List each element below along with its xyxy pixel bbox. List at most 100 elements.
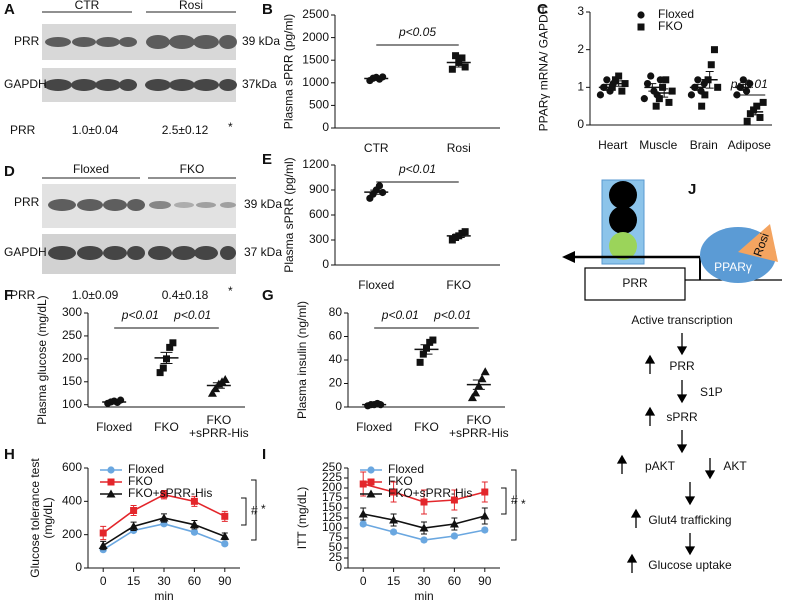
y-tick-label: 600 bbox=[62, 460, 82, 474]
legend-label: FKO bbox=[658, 19, 683, 33]
panel-label: G bbox=[262, 287, 274, 304]
error-bar bbox=[370, 189, 383, 195]
data-point bbox=[450, 496, 458, 504]
x-tick-label: FKO bbox=[446, 277, 472, 292]
data-point bbox=[156, 369, 164, 377]
data-point bbox=[759, 98, 767, 106]
bands bbox=[48, 199, 236, 211]
y-tick-label: 150 bbox=[62, 374, 82, 388]
data-point bbox=[687, 91, 696, 99]
arrowhead bbox=[562, 251, 575, 263]
y-tick-label: 0 bbox=[75, 560, 82, 574]
y-tick-label: 1500 bbox=[302, 52, 329, 66]
panel-label: B bbox=[262, 1, 273, 18]
y-tick-label: 200 bbox=[62, 527, 82, 541]
error-bar bbox=[212, 382, 225, 389]
panel-label: F bbox=[4, 287, 13, 304]
annotation: p<0.01 bbox=[730, 77, 768, 91]
data-point bbox=[190, 528, 198, 536]
data-point bbox=[221, 540, 229, 548]
y-axis-label-box: Glucose tolerance test (mg/dL) bbox=[28, 458, 55, 578]
x-tick-label: 30 bbox=[157, 573, 171, 588]
x-tick-label: 90 bbox=[218, 573, 232, 588]
step: AKT bbox=[723, 459, 747, 473]
blot-row: PRR bbox=[14, 34, 40, 48]
annotation: p<0.01 bbox=[398, 162, 436, 176]
blot-row: GAPDH bbox=[4, 77, 47, 91]
data-point bbox=[750, 106, 758, 114]
y-tick-label: 60 bbox=[329, 329, 343, 343]
error-bar bbox=[370, 77, 383, 80]
data-point bbox=[207, 388, 217, 397]
error-bar bbox=[648, 83, 657, 92]
data-point bbox=[461, 228, 469, 236]
bracket bbox=[251, 479, 257, 541]
y-tick-label: 100 bbox=[62, 397, 82, 411]
bracket bbox=[501, 487, 507, 515]
bracket bbox=[241, 497, 247, 526]
signal-light bbox=[609, 206, 637, 234]
data-point bbox=[166, 343, 174, 351]
gene-label: PRR bbox=[622, 276, 648, 290]
y-tick-label: 100 bbox=[322, 520, 342, 534]
y-axis-label: Glucose tolerance test (mg/dL) bbox=[28, 458, 55, 578]
legend-label: FKO+sPRR-His bbox=[128, 486, 212, 500]
y-axis-label: Plasma sPRR (pg/ml) bbox=[281, 157, 296, 273]
data-point bbox=[220, 374, 230, 383]
y-tick-label: 25 bbox=[329, 550, 343, 564]
data-point bbox=[480, 511, 490, 520]
x-axis-label-box: min bbox=[154, 588, 174, 603]
y-tick-label: 0 bbox=[322, 120, 329, 134]
x-tick-label: Floxed bbox=[96, 419, 133, 434]
data-point bbox=[756, 113, 764, 121]
data-point bbox=[467, 393, 477, 402]
panel-label: D bbox=[4, 163, 15, 180]
x-tick-label: FKO +sPRR-His bbox=[448, 413, 509, 440]
x-tick-label: 0 bbox=[359, 573, 367, 588]
y-tick-label: 50 bbox=[329, 540, 343, 554]
y-tick-label: 250 bbox=[322, 460, 342, 474]
significance: * bbox=[228, 284, 233, 298]
x-tick-label-box: Floxed bbox=[356, 419, 393, 434]
error-bar bbox=[420, 344, 433, 355]
error-bar bbox=[693, 83, 702, 91]
error-bar bbox=[705, 71, 714, 89]
annotation: * bbox=[521, 497, 526, 511]
data-point bbox=[99, 529, 107, 537]
error-bar bbox=[660, 88, 669, 98]
x-tick-label: Floxed bbox=[356, 419, 393, 434]
data-point bbox=[452, 52, 460, 60]
error-bar bbox=[739, 83, 748, 91]
y-axis-label-box: Plasma sPRR (pg/ml) bbox=[281, 157, 296, 273]
annotation: p<0.01 bbox=[173, 308, 211, 322]
data-point bbox=[449, 519, 459, 528]
data-point bbox=[98, 541, 108, 549]
x-tick-label-box: 60 bbox=[187, 573, 202, 588]
data-point bbox=[359, 480, 367, 488]
x-axis-label: min bbox=[154, 588, 174, 603]
data-point bbox=[359, 520, 367, 528]
x-tick-label-box: 15 bbox=[127, 574, 140, 587]
x-tick-label: Brain bbox=[689, 137, 718, 152]
data-point bbox=[130, 507, 138, 514]
blot-size: 39 kDa bbox=[244, 197, 282, 211]
x-tick-label: Adipose bbox=[727, 137, 771, 152]
bands bbox=[45, 35, 237, 49]
significance: * bbox=[228, 120, 233, 134]
step-note: S1P bbox=[700, 385, 723, 399]
legend-marker bbox=[107, 478, 115, 486]
legend-label: FKO bbox=[388, 474, 413, 488]
quant-label: PRR bbox=[10, 288, 36, 302]
step: pAKT bbox=[645, 459, 676, 473]
panel-label: H bbox=[4, 446, 15, 463]
panel-label: A bbox=[4, 1, 15, 18]
annotation: p<0.01 bbox=[121, 308, 159, 322]
data-point bbox=[665, 98, 673, 106]
y-axis-label: Plasma insulin (ng/ml) bbox=[294, 300, 309, 420]
data-point bbox=[707, 61, 715, 69]
x-tick-label: 60 bbox=[187, 573, 202, 588]
data-point bbox=[753, 102, 761, 110]
y-tick-label: 900 bbox=[309, 182, 329, 196]
bands bbox=[44, 79, 237, 91]
annotation: * bbox=[261, 502, 266, 516]
